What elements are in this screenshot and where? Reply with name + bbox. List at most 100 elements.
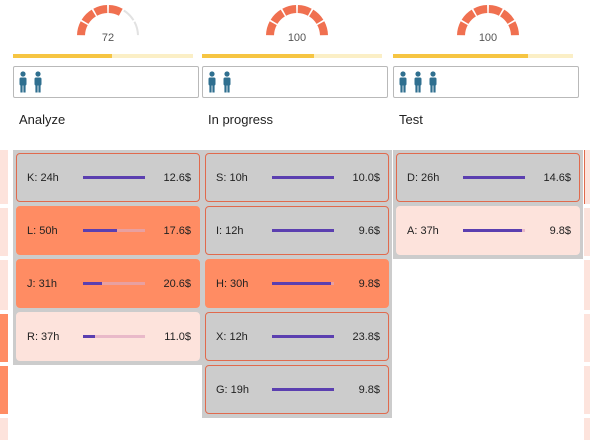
column-title: Test (399, 112, 423, 127)
card-cost: 9.8$ (358, 383, 380, 396)
column-progress-bar (393, 54, 573, 58)
previous-column-edge (0, 150, 10, 440)
task-card[interactable]: X: 12h 23.8$ (205, 312, 389, 361)
card-progress-bar (463, 176, 525, 179)
utilization-gauge: 100 (257, 4, 337, 48)
card-cost: 20.6$ (163, 277, 191, 290)
gauge-segment (282, 5, 297, 16)
gauge-segment (308, 9, 324, 25)
gauge-segment (77, 21, 88, 36)
card-progress-fill (272, 282, 331, 285)
task-card[interactable]: I: 12h 9.6$ (205, 206, 389, 255)
card-label: X: 12h (216, 330, 248, 343)
task-card[interactable]: J: 31h 20.6$ (16, 259, 200, 308)
card-progress-fill (463, 229, 522, 232)
task-card[interactable]: D: 26h 14.6$ (396, 153, 580, 202)
card-progress-bar (463, 229, 525, 232)
card-progress-bar (83, 282, 145, 285)
card-progress-bar (83, 335, 145, 338)
card-progress-bar (83, 176, 145, 179)
gauge-segment (270, 9, 286, 25)
column-progress-fill (393, 54, 528, 58)
card-cost: 12.6$ (163, 171, 191, 184)
gauge-segment (508, 21, 519, 36)
person-icon (429, 71, 437, 93)
card-label: K: 24h (27, 171, 59, 184)
gauge-segment (266, 21, 277, 36)
task-card[interactable]: A: 37h 9.8$ (396, 206, 580, 255)
card-label: S: 10h (216, 171, 248, 184)
person-icon (208, 71, 216, 93)
person-icon (414, 71, 422, 93)
gauge-segment (499, 9, 515, 25)
card-progress-bar (83, 229, 145, 232)
card-label: R: 37h (27, 330, 60, 343)
card-cost: 11.0$ (164, 330, 191, 343)
task-card[interactable]: L: 50h 17.6$ (16, 206, 200, 255)
card-progress-fill (272, 335, 334, 338)
card-cost: 14.6$ (543, 171, 571, 184)
card-progress-fill (463, 176, 525, 179)
card-label: H: 30h (216, 277, 249, 290)
gauge-segment (123, 9, 135, 21)
card-progress-fill (83, 176, 145, 179)
card-progress-bar (272, 176, 334, 179)
gauge-segment (461, 9, 477, 25)
card-lane: S: 10h 10.0$ I: 12h 9.6$ H: 30h 9.8$ X: 12h 23.… (202, 150, 392, 418)
card-label: G: 19h (216, 383, 250, 396)
card-progress-fill (83, 282, 102, 285)
gauge-segment (108, 5, 123, 16)
card-lane: K: 24h 12.6$ L: 50h 17.6$ J: 31h 20.6$ R: 37h 1… (13, 150, 203, 365)
team-members-box[interactable] (13, 66, 199, 98)
card-progress-fill (83, 229, 118, 232)
column-progress-fill (13, 54, 112, 58)
card-lane: D: 26h 14.6$ A: 37h 9.8$ (393, 150, 583, 259)
column-progress-fill (202, 54, 314, 58)
card-progress-bar (272, 335, 334, 338)
person-icon (34, 71, 42, 93)
gauge-segment (473, 5, 488, 16)
card-cost: 9.6$ (358, 224, 380, 237)
card-progress-fill (272, 388, 334, 391)
card-progress-fill (83, 335, 96, 338)
gauge-value: 100 (287, 32, 307, 44)
gauge-segment (457, 21, 468, 36)
next-column-edge (584, 150, 590, 440)
team-members-box[interactable] (393, 66, 579, 98)
task-card[interactable]: R: 37h 11.0$ (16, 312, 200, 361)
gauge-segment (81, 9, 97, 25)
card-label: D: 26h (407, 171, 440, 184)
card-progress-bar (272, 282, 334, 285)
person-icon (399, 71, 407, 93)
card-label: A: 37h (407, 224, 439, 237)
card-progress-bar (272, 229, 334, 232)
card-cost: 9.8$ (358, 277, 380, 290)
gauge-segment (93, 5, 108, 16)
card-label: L: 50h (27, 224, 58, 237)
card-progress-bar (272, 388, 334, 391)
person-icon (223, 71, 231, 93)
person-icon (19, 71, 27, 93)
utilization-gauge: 72 (68, 4, 148, 48)
column-progress-bar (202, 54, 382, 58)
team-members-box[interactable] (202, 66, 388, 98)
gauge-value: 72 (101, 32, 115, 44)
gauge-segment (297, 5, 312, 16)
gauge-segment (133, 21, 139, 36)
card-cost: 23.8$ (352, 330, 380, 343)
utilization-gauge: 100 (448, 4, 528, 48)
task-card[interactable]: S: 10h 10.0$ (205, 153, 389, 202)
card-progress-fill (272, 176, 334, 179)
card-cost: 9.8$ (549, 224, 571, 237)
gauge-segment (488, 5, 503, 16)
gauge-segment (317, 21, 328, 36)
task-card[interactable]: K: 24h 12.6$ (16, 153, 200, 202)
card-cost: 17.6$ (163, 224, 191, 237)
task-card[interactable]: G: 19h 9.8$ (205, 365, 389, 414)
column-title: In progress (208, 112, 274, 127)
card-label: J: 31h (27, 277, 57, 290)
card-cost: 10.0$ (352, 171, 380, 184)
column-title: Analyze (19, 112, 66, 127)
task-card[interactable]: H: 30h 9.8$ (205, 259, 389, 308)
card-progress-fill (272, 229, 334, 232)
